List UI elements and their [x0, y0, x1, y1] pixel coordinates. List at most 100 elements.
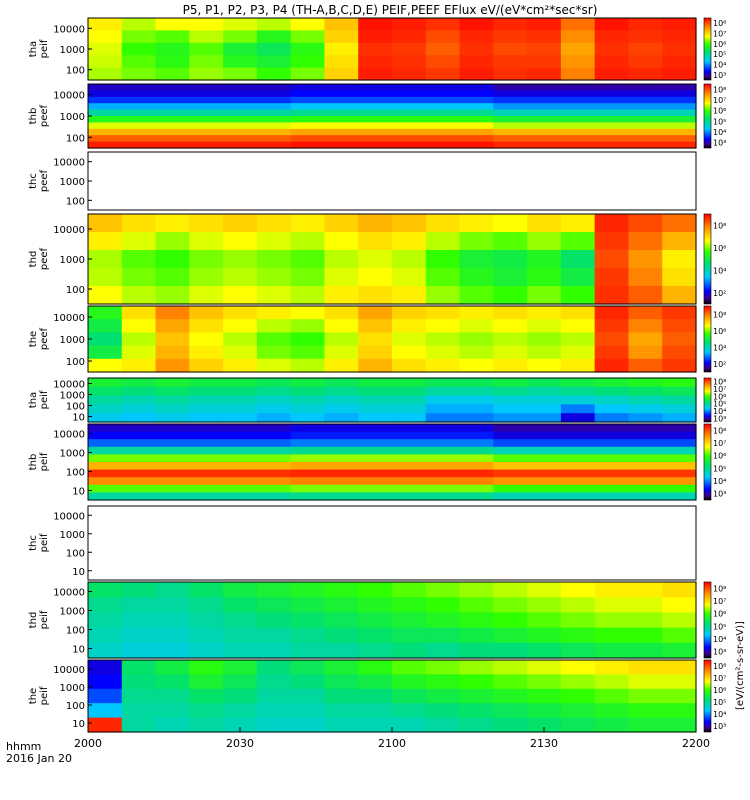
heatmap-cell [324, 612, 359, 629]
heatmap-cell [88, 135, 292, 143]
colorbar-tick-label: 10⁷ [713, 439, 726, 448]
heatmap-cell [628, 642, 663, 659]
colorbar-tick-label: 10⁸ [713, 19, 726, 28]
heatmap-cell [189, 250, 224, 269]
heatmap-cell [88, 469, 292, 478]
heatmap-cell [493, 703, 528, 719]
panel-label-product: peef [39, 169, 50, 192]
heatmap-cell [425, 55, 461, 69]
heatmap-cell [493, 612, 528, 629]
panel-label-probe: thd [28, 612, 39, 629]
heatmap-cell [324, 582, 359, 598]
heatmap-cell [392, 214, 427, 233]
heatmap-cell [358, 319, 393, 333]
heatmap-cell [560, 582, 596, 598]
heatmap-cell [358, 42, 393, 56]
heatmap-cell [290, 214, 326, 233]
panel-label-probe: the [28, 331, 39, 347]
heatmap-cell [594, 214, 630, 233]
panel-thc_peef: 10000 1000 100 thc peef [28, 151, 697, 211]
colorbar-tick-label: 10⁸ [713, 426, 726, 435]
colorbar-tick-label: 10⁴ [713, 61, 726, 70]
heatmap-cell [560, 30, 596, 44]
panel-frame [87, 423, 697, 501]
heatmap-cell [155, 286, 190, 305]
heatmap-cell [493, 439, 697, 448]
x-tick-label: 2200 [682, 737, 710, 750]
heatmap-cell [527, 55, 562, 69]
heatmap-cell [425, 597, 461, 613]
heatmap-cell [459, 378, 494, 388]
heatmap-cell [324, 597, 359, 613]
heatmap-cell [358, 214, 393, 233]
y-tick-label: 100 [66, 66, 85, 77]
heatmap-cell [256, 214, 292, 233]
heatmap-cell [594, 306, 630, 320]
heatmap-cell [290, 30, 326, 44]
y-tick-label: 100 [66, 548, 85, 559]
heatmap-cell [256, 232, 292, 251]
heatmap-cell [628, 214, 663, 233]
y-tick-label: 10000 [53, 511, 85, 522]
heatmap-cell [155, 332, 190, 347]
heatmap-cell [493, 446, 697, 455]
heatmap-cell [121, 30, 157, 44]
heatmap-cell [493, 214, 528, 233]
heatmap-cell [358, 55, 393, 69]
heatmap-cell [425, 688, 461, 704]
heatmap-cell [155, 404, 190, 414]
heatmap-cell [527, 232, 562, 251]
heatmap-cell [155, 306, 190, 320]
heatmap-cell [155, 319, 190, 333]
heatmap-cell [88, 582, 123, 598]
heatmap-cell [223, 642, 258, 659]
heatmap-cell [88, 703, 123, 719]
colorbar [703, 423, 712, 501]
heatmap-cell [662, 67, 697, 81]
heatmap-cell [88, 462, 292, 471]
panel-label-product: peef [39, 327, 50, 350]
y-tick-label: 1000 [60, 45, 85, 56]
heatmap-cell [223, 612, 258, 629]
y-tick-label: 1000 [60, 530, 85, 541]
heatmap-cell [290, 612, 326, 629]
heatmap-cell [88, 332, 123, 347]
heatmap-cell [425, 413, 461, 423]
heatmap-cell [493, 642, 528, 659]
heatmap-cell [594, 55, 630, 69]
heatmap-cell [358, 612, 393, 629]
heatmap-cell [121, 232, 157, 251]
heatmap-cell [560, 345, 596, 360]
panel-label-product: peif [39, 533, 50, 552]
colorbar-tick-label: 10⁷ [713, 674, 726, 683]
colorbar-tick-label: 10³ [713, 71, 726, 80]
heatmap-cell [594, 404, 630, 414]
heatmap-cell [628, 250, 663, 269]
heatmap-cell [560, 674, 596, 690]
panel-the_peif: 10000 1000 100 10 the peif 10⁸ 10⁷ 10⁶ 10⁵ 10⁴ 10³ [28, 659, 726, 733]
heatmap-cell [256, 395, 292, 405]
heatmap-cell [223, 688, 258, 704]
heatmap-cell [121, 582, 157, 598]
y-tick-label: 10 [72, 567, 85, 578]
heatmap-cell [628, 42, 663, 56]
heatmap-cell [88, 90, 292, 98]
heatmap-cell [88, 250, 123, 269]
heatmap-cell [459, 358, 494, 373]
heatmap-cell [392, 286, 427, 305]
heatmap-cell [392, 404, 427, 414]
heatmap-cell [324, 404, 359, 414]
heatmap-cell [560, 378, 596, 388]
y-tick-label: 10 [72, 487, 85, 498]
y-tick-label: 1000 [60, 683, 85, 694]
y-tick-label: 100 [66, 285, 85, 296]
y-tick-label: 10000 [53, 24, 85, 35]
heatmap-cell [459, 386, 494, 397]
heatmap-cell [290, 660, 326, 675]
heatmap-cell [290, 395, 326, 405]
colorbar-tick-label: 10⁴ [713, 710, 726, 719]
heatmap-cell [324, 395, 359, 405]
heatmap-cell [324, 332, 359, 347]
heatmap-cell [459, 332, 494, 347]
colorbar [703, 581, 712, 659]
